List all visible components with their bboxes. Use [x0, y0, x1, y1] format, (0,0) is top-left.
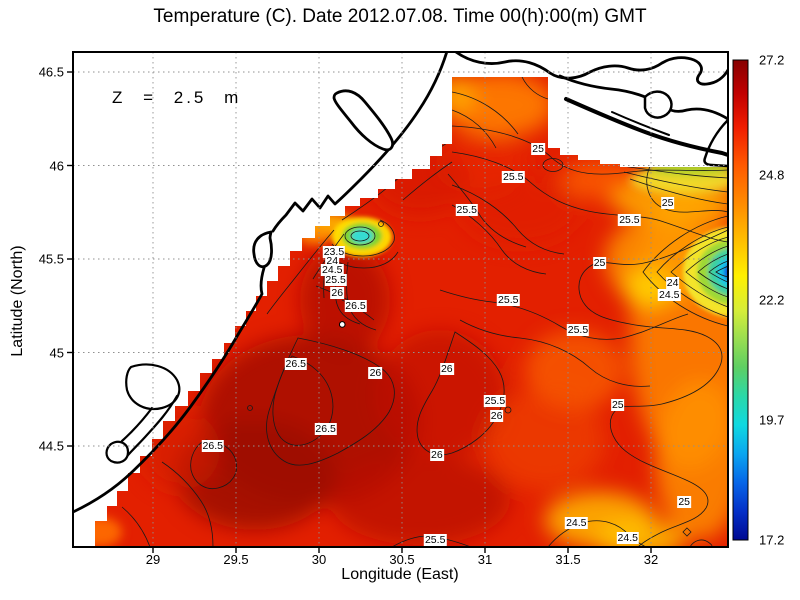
- y-tick-label: 46: [49, 158, 64, 173]
- contour-label: 25: [610, 398, 625, 411]
- colorbar-border: [732, 59, 749, 541]
- colorbar-tick-label: 17.2: [759, 532, 785, 548]
- contour-label: 26.5: [314, 423, 337, 436]
- contour-label: 26.5: [344, 299, 367, 312]
- contour-label: 23.5: [322, 245, 346, 258]
- x-tick-label: 29: [145, 552, 161, 567]
- contour-label: 26.5: [284, 357, 307, 370]
- contour-label: 24.5: [565, 516, 588, 529]
- colorbar-tick-label: 24.8: [759, 167, 785, 183]
- figure-title: Temperature (C). Date 2012.07.08. Time 0…: [153, 6, 647, 27]
- contour-label: 26.5: [201, 440, 224, 452]
- colorbar-tick-label: 22.2: [759, 292, 785, 308]
- y-tick-label: 46.5: [38, 64, 64, 80]
- x-tick-label: 32: [643, 552, 659, 567]
- contour-label: 26: [368, 367, 383, 380]
- station-marker-dot: [338, 321, 346, 328]
- y-tick-label: 44.5: [38, 438, 64, 454]
- contour-label: 25.5: [483, 395, 507, 408]
- contour-label: 26: [430, 449, 444, 462]
- contour-label: 24.5: [321, 264, 344, 277]
- contour-label: 25: [677, 496, 692, 509]
- contour-label: 25.5: [618, 213, 641, 226]
- contour-label: 24.5: [616, 531, 639, 544]
- contour-label: 25: [592, 256, 607, 269]
- y-tick-label: 45: [49, 345, 64, 360]
- contour-label: 25.5: [497, 294, 520, 307]
- sea-temperature-field: [95, 77, 728, 547]
- contour-label: 25: [660, 196, 675, 209]
- plot-border: [72, 51, 729, 548]
- contour-label: 24: [665, 277, 680, 290]
- colorbar-gradient: [733, 60, 748, 540]
- coastline: [73, 52, 728, 514]
- x-tick-label: 31.5: [555, 552, 581, 567]
- contour-label: 24.5: [658, 288, 681, 301]
- contour-label: 26: [330, 286, 345, 299]
- contour-label: 25.5: [324, 273, 347, 286]
- isotherm-contour-lines: [121, 77, 728, 547]
- colorbar: [732, 59, 749, 541]
- x-tick-label: 31: [477, 552, 493, 567]
- x-axis-label: Longitude (East): [341, 566, 459, 583]
- contour-label: 25.5: [566, 324, 590, 337]
- y-tick-label: 45.5: [38, 251, 64, 267]
- gridlines: [73, 52, 728, 547]
- contour-label: 25.5: [423, 533, 447, 546]
- x-tick-label: 30: [311, 552, 327, 567]
- contour-label: 25.5: [502, 170, 525, 183]
- contour-label: 26: [489, 410, 504, 423]
- depth-annotation: Z = 2.5 m: [112, 88, 242, 107]
- contour-label: 25: [531, 142, 545, 155]
- contour-label: 24: [325, 254, 340, 267]
- x-tick-label: 30.5: [389, 552, 415, 567]
- colorbar-tick-label: 27.2: [759, 52, 785, 68]
- contour-label: 25.5: [455, 204, 478, 217]
- colorbar-tick-label: 19.7: [759, 412, 785, 428]
- contour-label: 26: [439, 363, 454, 376]
- x-tick-label: 29.5: [223, 552, 249, 567]
